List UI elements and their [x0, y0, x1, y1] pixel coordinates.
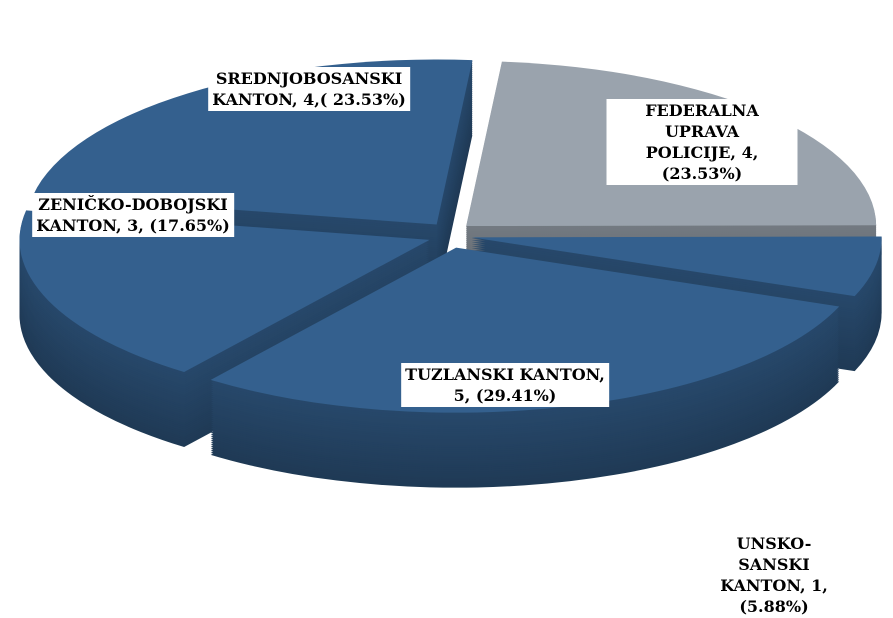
data-label: FEDERALNA UPRAVA POLICIJE, 4, (23.53%)	[606, 99, 798, 185]
chart: FEDERALNA UPRAVA POLICIJE, 4, (23.53%) UN…	[19, 59, 882, 618]
slice	[210, 247, 840, 413]
slice	[19, 210, 430, 373]
slice	[471, 236, 882, 297]
data-label: TUZLANSKI KANTON, 5, (29.41%)	[401, 363, 609, 407]
pie-canvas	[19, 59, 882, 488]
data-label: ZENIČKO-DOBOJSKI KANTON, 3, (17.65%)	[32, 193, 234, 237]
data-label: SREDNJOBOSANSKI KANTON, 4,( 23.53%)	[208, 67, 410, 111]
data-label: UNSKO-SANSKI KANTON, 1, (5.88%)	[714, 532, 834, 618]
